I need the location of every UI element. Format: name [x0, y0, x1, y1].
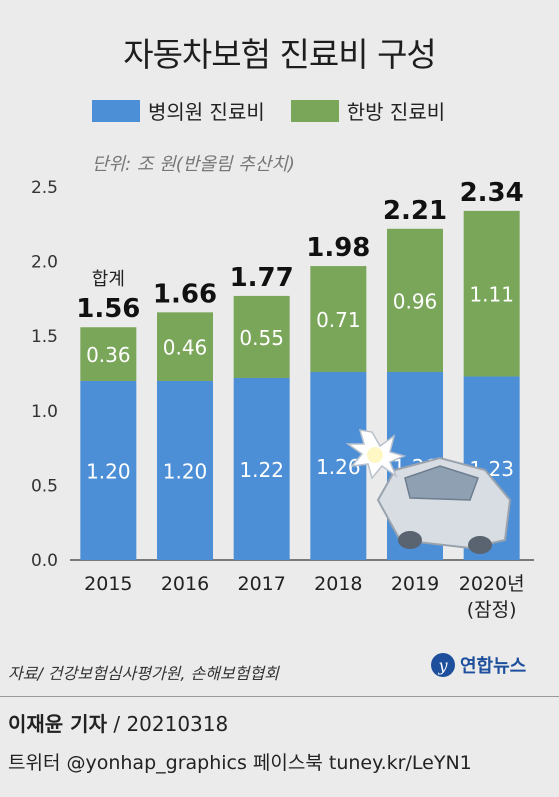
x-tick-label: 2019	[391, 573, 439, 595]
bar-segment	[157, 380, 213, 560]
legend-swatch-oriental	[290, 99, 339, 122]
total-value-label: 1.66	[153, 279, 217, 309]
bar-segment	[157, 312, 213, 381]
total-value-label: 1.77	[230, 263, 294, 293]
bar-value-label: 1.26	[316, 455, 361, 479]
x-tick-label: 2017	[237, 573, 285, 595]
bar-value-label: 1.20	[86, 459, 131, 483]
social-links: 트위터 @yonhap_graphics 페이스북 tuney.kr/LeYN1	[8, 752, 472, 774]
legend-item-hospital: 병의원 진료비	[92, 96, 265, 125]
legend-swatch-hospital	[92, 99, 140, 122]
x-tick-label: 2018	[314, 573, 362, 595]
x-tick-label: 2015	[84, 573, 132, 595]
total-value-label: 1.56	[76, 294, 140, 324]
bar-segment	[80, 327, 137, 381]
bar-segment	[233, 377, 290, 560]
crashed-car-illustration	[345, 429, 512, 554]
y-tick-label: 1.0	[31, 402, 58, 422]
bar-segment	[387, 228, 443, 373]
legend-label-hospital: 병의원 진료비	[148, 100, 265, 124]
bar-value-label: 1.20	[163, 459, 208, 483]
total-caption: 합계	[92, 269, 125, 290]
chart-title: 자동차보험 진료비 구성	[123, 35, 437, 74]
svg-text:y: y	[437, 656, 448, 675]
source-note: 자료/ 건강보험심사평가원, 손해보험협회	[8, 664, 279, 683]
bar-segment	[80, 380, 137, 560]
total-value-label: 1.98	[306, 233, 370, 263]
stacked-bar-chart: 0.0 0.5 1.0 1.5 2.0 2.5 1.20 0.36 1.56 합계 2015 1.20…	[31, 178, 534, 621]
legend-item-oriental: 한방 진료비	[290, 96, 446, 125]
bar-segment	[463, 210, 520, 377]
reporter-date: 20210318	[126, 712, 229, 736]
yonhap-logo: y 연합뉴스	[430, 652, 526, 678]
legend: 병의원 진료비 한방 진료비	[92, 96, 445, 125]
x-tick-label: 2020년	[459, 573, 525, 595]
bar-value-label: 0.36	[86, 343, 131, 367]
y-tick-label: 1.5	[31, 327, 58, 347]
legend-label-oriental: 한방 진료비	[346, 100, 446, 124]
unit-note: 단위: 조 원(반올림 추산치)	[92, 154, 295, 175]
bar-value-label: 0.71	[316, 308, 361, 332]
footer-divider	[0, 696, 559, 697]
x-tick-sublabel: (잠정)	[467, 599, 517, 621]
car-wheel	[398, 531, 422, 549]
logo-text: 연합뉴스	[460, 656, 527, 677]
bar-value-label: 0.46	[163, 336, 208, 360]
reporter-name: 이재윤 기자	[8, 712, 107, 736]
y-tick-label: 0.0	[31, 551, 58, 571]
x-tick-label: 2016	[161, 573, 209, 595]
reporter-line: 이재윤 기자 / 20210318	[8, 708, 228, 737]
reporter-separator: /	[113, 712, 127, 736]
total-value-label: 2.21	[383, 196, 447, 226]
bar-segment	[310, 266, 367, 373]
crash-flash	[367, 447, 383, 463]
y-tick-label: 0.5	[31, 476, 58, 496]
y-tick-label: 2.5	[31, 178, 58, 198]
bar-value-label: 0.55	[239, 326, 284, 350]
bar-value-label: 1.22	[239, 458, 284, 482]
yonhap-logo-icon: y	[431, 653, 455, 677]
car-wheel	[468, 536, 492, 554]
bar-value-label: 0.96	[393, 289, 438, 313]
y-tick-label: 2.0	[31, 253, 58, 273]
bar-value-label: 1.11	[469, 283, 514, 307]
total-value-label: 2.34	[460, 178, 524, 208]
bar-segment	[233, 295, 290, 378]
car-windshield	[404, 465, 479, 501]
